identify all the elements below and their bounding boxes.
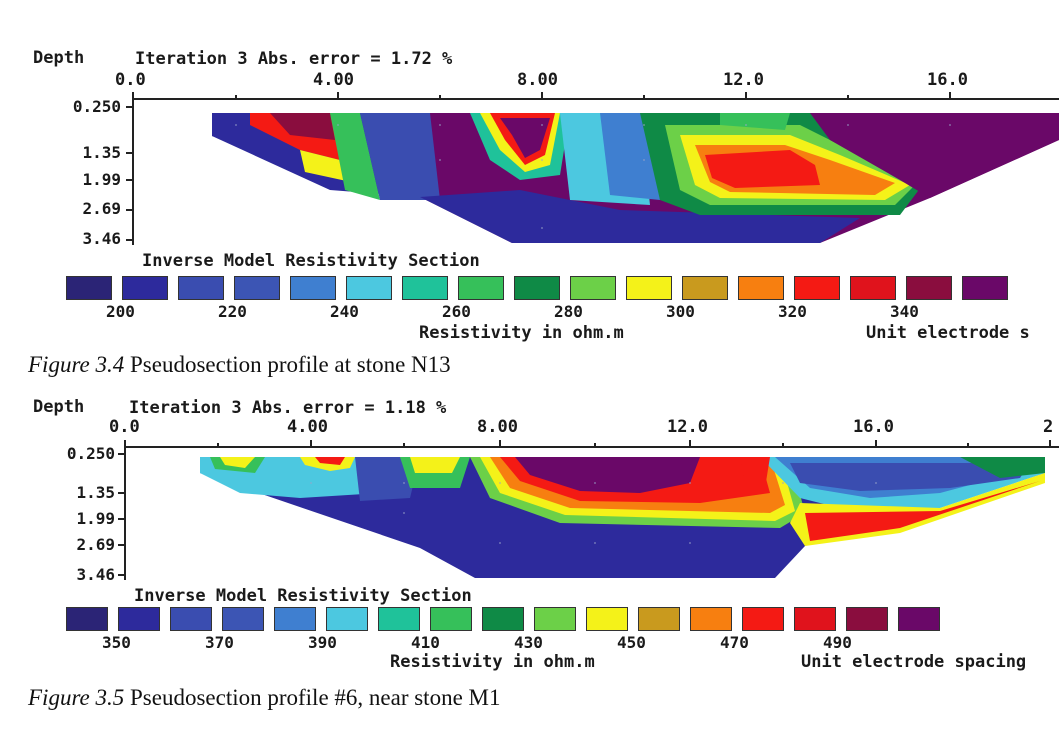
color-swatch: [430, 607, 472, 631]
resistivity-section-m1: [200, 457, 1045, 578]
color-swatch: [234, 276, 280, 300]
color-swatch: [742, 607, 784, 631]
color-swatch: [482, 607, 524, 631]
color-scale-value: 470: [720, 633, 749, 652]
color-swatch: [534, 607, 576, 631]
color-swatch: [638, 607, 680, 631]
color-scale-value: 300: [666, 302, 695, 321]
color-swatch: [514, 276, 560, 300]
depth-tick-label: 1.35: [82, 143, 121, 162]
color-swatch: [682, 276, 728, 300]
resistivity-axis-label: Resistivity in ohm.m: [390, 652, 595, 672]
color-scale-value: 450: [617, 633, 646, 652]
color-swatch: [122, 276, 168, 300]
color-swatch: [346, 276, 392, 300]
color-scale-value: 410: [411, 633, 440, 652]
color-swatch: [690, 607, 732, 631]
depth-tick-label: 1.99: [76, 509, 115, 528]
color-scale-value: 220: [218, 302, 247, 321]
color-swatch: [290, 276, 336, 300]
pseudosection-figure-m1: Depth Iteration 3 Abs. error = 1.18 % 0.…: [0, 393, 1059, 688]
depth-tick-label: 3.46: [82, 229, 121, 248]
x-tick-label: 16.0: [927, 70, 968, 90]
depth-tick-label: 3.46: [76, 565, 115, 584]
pseudosection-figure-n13: Depth Iteration 3 Abs. error = 1.72 % 0.…: [0, 0, 1059, 345]
color-swatch: [222, 607, 264, 631]
electrode-spacing-label: Unit electrode s: [866, 323, 1030, 343]
color-swatch: [170, 607, 212, 631]
iteration-error-text: Iteration 3 Abs. error = 1.72 %: [135, 49, 453, 69]
electrode-spacing-label: Unit electrode spacing: [801, 652, 1027, 672]
depth-tick-label: 1.35: [76, 483, 115, 502]
color-swatch: [326, 607, 368, 631]
section-title: Inverse Model Resistivity Section: [142, 251, 480, 271]
x-tick-label: 4.00: [287, 417, 328, 437]
color-scale-value: 370: [205, 633, 234, 652]
depth-tick-label: 0.250: [66, 444, 115, 463]
color-scale-value: 430: [514, 633, 543, 652]
figure-number: Figure 3.4: [28, 352, 125, 377]
x-tick-label: 16.0: [853, 417, 894, 437]
resistivity-section-n13: [212, 113, 1059, 243]
figure-caption-3-5: Figure 3.5 Pseudosection profile #6, nea…: [28, 685, 500, 711]
x-tick-label: 12.0: [667, 417, 708, 437]
color-scale-value: 350: [102, 633, 131, 652]
x-tick-label: 4.00: [313, 70, 354, 90]
figure-caption-3-4: Figure 3.4 Pseudosection profile at ston…: [28, 352, 451, 378]
x-tick-label: 8.00: [517, 70, 558, 90]
color-swatch: [850, 276, 896, 300]
color-swatch: [794, 276, 840, 300]
depth-label: Depth: [33, 397, 85, 417]
color-swatch: [458, 276, 504, 300]
color-swatch: [402, 276, 448, 300]
depth-tick-label: 1.99: [82, 170, 121, 189]
color-scale-value: 280: [554, 302, 583, 321]
depth-tick-label: 2.69: [82, 199, 121, 218]
caption-text: Pseudosection profile #6, near stone M1: [124, 685, 501, 710]
caption-text: Pseudosection profile at stone N13: [124, 352, 451, 377]
resistivity-axis-label: Resistivity in ohm.m: [419, 323, 624, 343]
depth-tick-label: 0.250: [72, 97, 121, 116]
color-swatch: [738, 276, 784, 300]
color-swatch: [898, 607, 940, 631]
color-swatch: [586, 607, 628, 631]
color-scale-value: 490: [823, 633, 852, 652]
color-scale-value: 340: [890, 302, 919, 321]
color-swatch: [846, 607, 888, 631]
x-tick-label: 2: [1043, 417, 1054, 437]
color-swatch: [66, 276, 112, 300]
x-tick-label: 8.00: [477, 417, 518, 437]
x-tick-label: 0.0: [109, 417, 140, 437]
section-title: Inverse Model Resistivity Section: [134, 586, 472, 606]
color-swatch: [962, 276, 1008, 300]
color-scale-value: 320: [778, 302, 807, 321]
pseudosection-plot-n13: [126, 92, 1059, 245]
color-scale-value: 200: [106, 302, 135, 321]
figure-number: Figure 3.5: [28, 685, 125, 710]
color-swatch: [274, 607, 316, 631]
x-tick-label: 0.0: [115, 70, 146, 90]
color-scale-value: 390: [308, 633, 337, 652]
x-tick-label: 12.0: [723, 70, 764, 90]
depth-label: Depth: [33, 48, 85, 68]
color-swatch: [118, 607, 160, 631]
depth-tick-label: 2.69: [76, 535, 115, 554]
color-scale-value: 240: [330, 302, 359, 321]
color-swatch: [626, 276, 672, 300]
color-swatch: [178, 276, 224, 300]
iteration-error-text: Iteration 3 Abs. error = 1.18 %: [129, 398, 447, 418]
color-swatch: [66, 607, 108, 631]
color-swatch: [794, 607, 836, 631]
color-swatch: [906, 276, 952, 300]
color-scale-value: 260: [442, 302, 471, 321]
pseudosection-plot-m1: [118, 440, 1059, 580]
color-swatch: [570, 276, 616, 300]
color-swatch: [378, 607, 420, 631]
